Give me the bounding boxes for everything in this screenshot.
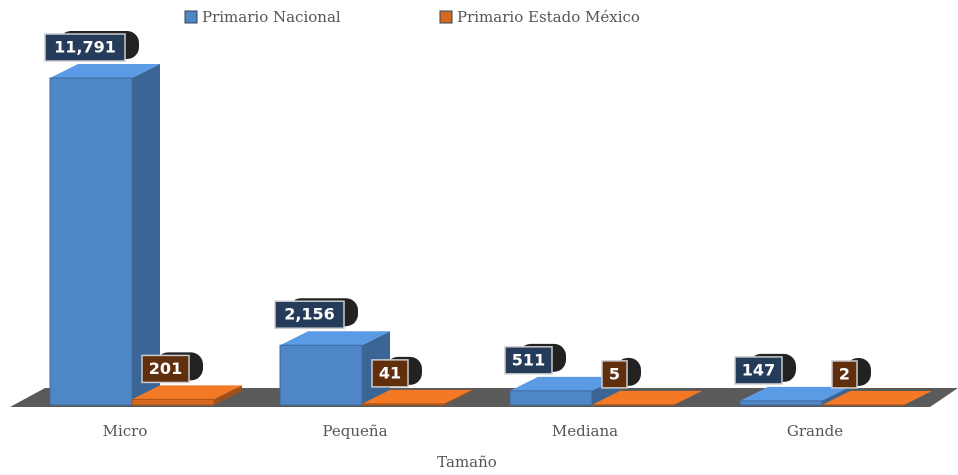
label-box	[44, 33, 126, 62]
x-axis-label: Tamaño	[437, 453, 497, 471]
bar-front	[279, 344, 363, 406]
label-box	[734, 356, 783, 385]
floor	[10, 388, 958, 407]
bar-top	[592, 390, 702, 405]
bar-top	[740, 386, 850, 401]
x-tick-label: Mediana	[552, 422, 618, 440]
bar-side	[132, 64, 160, 405]
bar-front	[361, 403, 445, 406]
bar-side	[444, 389, 472, 405]
label-box	[274, 300, 345, 329]
data-label: 41	[379, 363, 401, 382]
data-label: 147	[742, 360, 775, 379]
data-label: 5	[609, 364, 620, 383]
data-label: 201	[149, 359, 182, 378]
bar-side	[214, 385, 242, 405]
bar-side	[822, 386, 850, 405]
bar-front	[509, 390, 593, 406]
x-tick-label: Pequeña	[322, 422, 387, 440]
x-tick-label: Grande	[787, 422, 843, 440]
bar-front	[131, 398, 215, 406]
label-box	[504, 346, 553, 375]
bar	[509, 376, 620, 406]
legend-label: Primario Estado México	[457, 8, 640, 26]
data-label: 511	[512, 350, 545, 369]
bar-front	[49, 77, 133, 406]
bar-top	[280, 331, 390, 346]
bar	[361, 389, 472, 406]
bar-side	[904, 390, 932, 405]
legend-swatch	[184, 10, 198, 24]
x-tick-label: Micro	[103, 422, 148, 440]
bar-side	[674, 390, 702, 405]
bar-top	[50, 64, 160, 78]
legend-label: Primario Nacional	[202, 8, 341, 26]
bar	[591, 390, 702, 406]
bar	[49, 64, 160, 406]
bar	[131, 385, 242, 406]
bar-top	[132, 385, 242, 400]
bar-top	[362, 389, 472, 404]
bar	[739, 386, 850, 406]
label-box	[141, 354, 190, 384]
data-label: 11,791	[54, 38, 116, 57]
label-box	[601, 360, 628, 389]
legend-swatch	[439, 10, 453, 24]
bar	[821, 390, 932, 406]
bar-top	[510, 376, 620, 391]
bar-top	[822, 390, 932, 405]
bar-front	[739, 400, 823, 406]
label-box	[831, 360, 858, 389]
label-box	[371, 359, 409, 388]
data-label: 2,156	[284, 305, 335, 324]
data-label: 2	[839, 364, 850, 383]
